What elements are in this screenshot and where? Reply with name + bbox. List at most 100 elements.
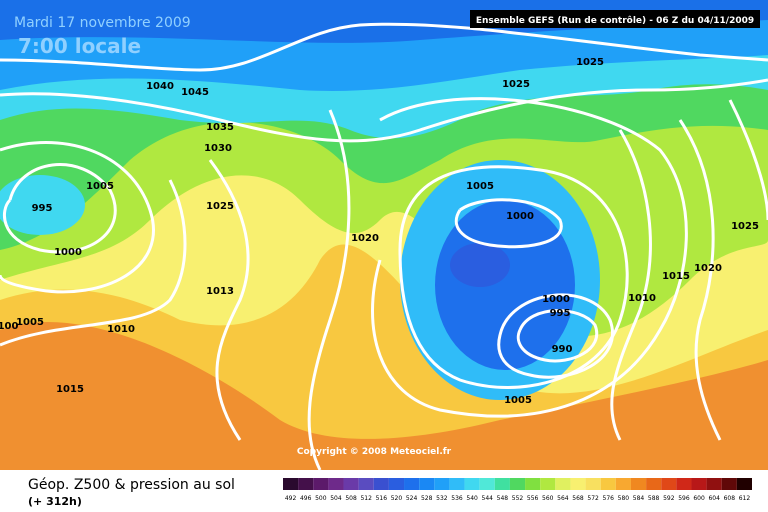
scale-swatch [358,478,374,490]
scale-label: 592 [663,495,675,502]
scale-label: 520 [391,495,403,502]
scale-label: 580 [618,495,630,502]
scale-swatch [646,478,662,490]
isobar-label: 1005 [16,317,44,328]
scale-label: 572 [587,495,599,502]
scale-swatch [615,478,631,490]
scale-label: 544 [482,495,494,502]
run-info: Ensemble GEFS (Run de contrôle) - 06 Z d… [476,15,754,26]
isobar-label: 990 [552,344,573,355]
scale-swatch [298,478,314,490]
isobar-label: 1000 [542,294,570,305]
scale-label: 584 [633,495,645,502]
scale-label: 576 [603,495,615,502]
isobar-label: 1010 [107,324,135,335]
scale-label: 492 [285,495,297,502]
run-box [470,10,760,28]
scale-swatch [388,478,405,490]
isobar-labels: 1040 1045 1035 1030 1025 1005 995 1000 1013 1020 1… [0,57,759,406]
scale-swatch [736,478,752,490]
scale-swatch [419,478,435,490]
map-background [0,0,768,470]
scale-swatch [283,478,299,490]
scale-swatch [404,478,420,490]
scale-label: 564 [557,495,569,502]
scale-swatch [676,478,692,490]
isobar-label: 1005 [504,395,532,406]
scale-swatch [509,478,526,490]
isobar-label: 1005 [466,181,494,192]
scale-label: 612 [739,495,751,502]
scale-swatch [540,478,556,490]
scale-label: 528 [421,495,433,502]
scale-swatch [600,478,616,490]
forecast-time: 7:00 locale [18,34,141,58]
scale-swatch [630,478,647,490]
scale-swatch [449,478,465,490]
scale-label: 552 [512,495,524,502]
scale-label: 596 [678,495,690,502]
isobar-label: 1010 [628,293,656,304]
isobar-label: 995 [550,308,571,319]
scale-label: 524 [406,495,418,502]
scale-swatch [464,478,480,490]
footer-lead: (+ 312h) [28,495,82,508]
scale-label: 556 [527,495,539,502]
isobar-label: 1025 [206,201,234,212]
scale-label: 508 [345,495,357,502]
footer-title: Géop. Z500 & pression au sol [28,477,235,493]
scale-label: 568 [572,495,584,502]
scale-swatch [434,478,450,490]
footer [0,470,768,512]
isobar-label: 1025 [576,57,604,68]
scale-label: 588 [648,495,660,502]
isobar-label: 995 [32,203,53,214]
isobar-label: 1015 [662,271,690,282]
isobar-label: 1005 [86,181,114,192]
scale-swatch [661,478,677,490]
scale-swatch [525,478,541,490]
scale-label: 560 [542,495,554,502]
copyright: Copyright © 2008 Meteociel.fr [297,447,452,457]
scale-swatch [328,478,344,490]
scale-label: 536 [451,495,463,502]
scale-swatch [721,478,737,490]
forecast-date: Mardi 17 novembre 2009 [14,15,191,31]
scale-swatch [706,478,722,490]
scale-label: 608 [724,495,736,502]
scale-swatch [494,478,510,490]
isobar-label: 1045 [181,87,209,98]
isobar-label: 1000 [54,247,82,258]
isobar-label: 1030 [204,143,232,154]
scale-label: 500 [315,495,327,502]
scale-label: 496 [300,495,312,502]
isobar-label: 1015 [56,384,84,395]
scale-label: 504 [330,495,342,502]
isobar-label: 1020 [351,233,379,244]
scale-label: 532 [436,495,448,502]
isobar-label: 1000 [506,211,534,222]
scale-swatch [555,478,571,490]
scale-label: 512 [360,495,372,502]
color-scale: 492 496 500 504 508 512 516 520 524 528 532 536 540 5… [283,478,752,502]
scale-swatch [373,478,389,490]
scale-label: 540 [466,495,478,502]
scale-label: 600 [693,495,705,502]
scale-swatch [313,478,329,490]
isobar-label: 1040 [146,81,174,92]
isobar-label: 1013 [206,286,234,297]
scale-swatch [479,478,495,490]
isobar-label: 1025 [502,79,530,90]
isobar-label: 1035 [206,122,234,133]
scale-swatch [691,478,707,490]
scale-label: 604 [708,495,720,502]
scale-swatch [570,478,586,490]
isobar-label: 100 [0,321,18,332]
isobar-label: 1025 [731,221,759,232]
isobar-label: 1020 [694,263,722,274]
scale-swatch [585,478,601,490]
scale-swatch [343,478,359,490]
scale-label: 548 [497,495,509,502]
scale-label: 516 [376,495,388,502]
